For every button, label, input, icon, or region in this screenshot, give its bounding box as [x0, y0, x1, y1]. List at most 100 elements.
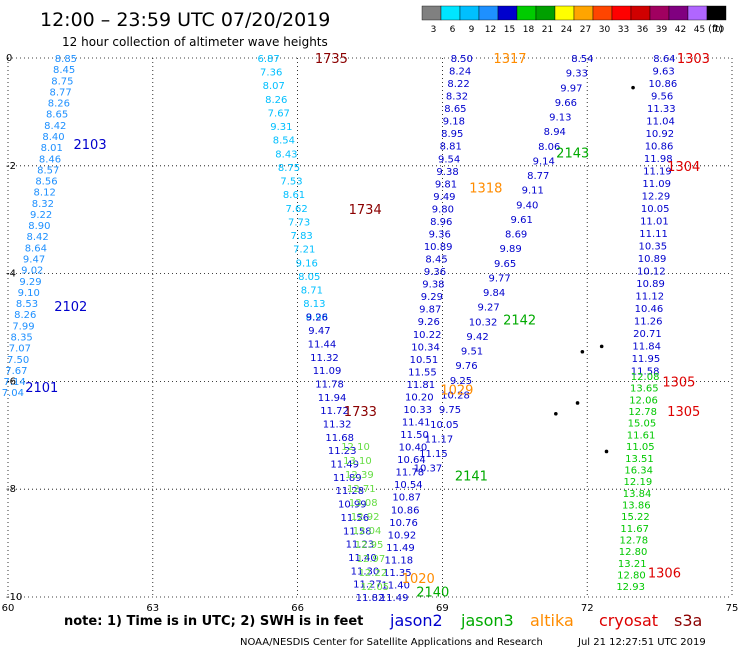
wave-height-value: 12.22 — [359, 568, 388, 579]
wave-height-value: 9.47 — [23, 255, 45, 266]
axis-tick-labels: 60 63 66 69 72 75 0 -2 -4 -6 -8 -10 — [2, 53, 739, 614]
latitude-tick-label: -2 — [6, 161, 16, 172]
wave-height-value: 10.20 — [405, 392, 434, 403]
wave-height-value: 10.05 — [430, 420, 459, 431]
wave-height-value: 8.85 — [55, 54, 77, 65]
wave-height-value: 11.15 — [419, 449, 448, 460]
wave-height-value: 11.44 — [308, 339, 337, 350]
satellite-track-jason2: 8.858.458.758.778.268.658.428.408.018.46… — [2, 54, 77, 399]
wave-height-value: 9.75 — [439, 405, 461, 416]
pass-number-label: 2103 — [74, 138, 107, 153]
wave-height-value: 9.97 — [560, 83, 582, 94]
wave-height-value: 10.87 — [392, 493, 421, 504]
wave-height-value: 12.08 — [631, 372, 660, 383]
color-scale-swatch — [554, 5, 575, 21]
wave-height-value: 8.69 — [505, 230, 527, 241]
wave-height-value: 13.65 — [630, 384, 659, 395]
wave-height-value: 8.26 — [48, 99, 70, 110]
wave-height-value: 8.45 — [53, 65, 75, 76]
island-marker — [575, 401, 580, 405]
wave-height-value: 13.86 — [622, 500, 651, 511]
wave-height-value: 10.89 — [638, 254, 667, 265]
wave-height-value: 11.81 — [407, 380, 436, 391]
wave-height-value: 8.64 — [25, 243, 47, 254]
color-scale-swatch — [668, 5, 689, 21]
wave-height-value: 9.22 — [30, 210, 52, 221]
wave-height-value: 10.89 — [424, 242, 453, 253]
pass-number-label: 1318 — [469, 181, 502, 196]
wave-height-value: 9.81 — [435, 179, 457, 190]
wave-height-value: 8.90 — [28, 221, 50, 232]
latitude-tick-label: -10 — [6, 592, 22, 603]
footer-note: note: 1) Time is in UTC; 2) SWH is in fe… — [64, 614, 363, 629]
wave-height-value: 8.77 — [527, 171, 549, 182]
wave-height-value: 13.10 — [343, 456, 372, 467]
color-scale-tick: 15 — [504, 25, 515, 35]
wave-height-value: 10.92 — [388, 530, 417, 541]
wave-height-value: 9.02 — [21, 266, 43, 277]
color-scale-tick: 42 — [675, 25, 686, 35]
color-scale-tick: 18 — [523, 25, 535, 35]
wave-height-value: 10.86 — [645, 142, 674, 153]
wave-height-value: 10.40 — [399, 443, 428, 454]
wave-height-value: 12.80 — [617, 571, 646, 582]
island-marker — [604, 449, 609, 454]
wave-height-value: 8.13 — [303, 299, 325, 310]
wave-height-value: 13.51 — [625, 454, 654, 465]
map-subtitle: 12 hour collection of altimeter wave hei… — [62, 35, 328, 49]
wave-height-value: 9.76 — [455, 361, 477, 372]
wave-height-value: 8.26 — [14, 310, 36, 321]
wave-height-value: 8.94 — [544, 127, 566, 138]
longitude-tick-label: 60 — [2, 603, 15, 614]
wave-height-value: 11.23 — [328, 446, 357, 457]
satellite-tracks: 8.858.458.758.778.268.658.428.408.018.46… — [2, 54, 678, 604]
pass-number-label: 1734 — [349, 203, 382, 218]
wave-height-value: 13.84 — [623, 489, 652, 500]
wave-height-value: 8.07 — [263, 81, 285, 92]
wave-height-value: 8.61 — [283, 190, 305, 201]
wave-height-value: 9.61 — [511, 215, 533, 226]
wave-height-value: 9.27 — [477, 303, 499, 314]
color-scale-swatch — [630, 5, 651, 21]
legend-jason2: jason2 — [389, 611, 443, 630]
wave-height-value: 7.83 — [291, 231, 313, 242]
wave-height-value: 9.87 — [419, 305, 441, 316]
wave-height-value: 8.71 — [301, 285, 323, 296]
wave-height-value: 8.56 — [35, 177, 57, 188]
wave-height-value: 11.95 — [632, 354, 661, 365]
wave-height-value: 10.54 — [394, 480, 423, 491]
longitude-tick-label: 63 — [146, 603, 159, 614]
wave-height-value: 9.31 — [270, 122, 292, 133]
color-scale-tick: 36 — [637, 25, 649, 35]
wave-height-value: 11.04 — [646, 117, 675, 128]
wave-height-value: 7.07 — [9, 344, 31, 355]
wave-height-value: 8.77 — [49, 87, 71, 98]
color-scale-swatch — [592, 5, 613, 21]
wave-height-value: 12.78 — [620, 536, 649, 547]
wave-height-value: 12.19 — [624, 477, 653, 488]
color-scale-swatch — [687, 5, 708, 21]
wave-height-value: 9.77 — [488, 273, 510, 284]
wave-height-value: 9.89 — [500, 244, 522, 255]
wave-height-value: 7.99 — [12, 321, 34, 332]
wave-height-value: 11.50 — [400, 430, 429, 441]
wave-height-value: 11.30 — [351, 566, 380, 577]
wave-height-value: 11.18 — [385, 555, 414, 566]
wave-height-value: 9.26 — [306, 313, 328, 324]
wave-height-value: 11.40 — [348, 553, 377, 564]
wave-height-value: 11.61 — [627, 430, 656, 441]
color-scale-unit: (ft) — [708, 24, 723, 35]
wave-height-value: 8.98 — [306, 313, 328, 324]
wave-height-value: 9.84 — [483, 288, 505, 299]
color-scale-swatch — [497, 5, 518, 21]
wave-height-value: 8.65 — [46, 110, 68, 121]
wave-height-value: 13.08 — [349, 498, 378, 509]
wave-height-value: 8.57 — [37, 165, 59, 176]
wave-height-value: 11.35 — [383, 568, 412, 579]
pass-number-label: 1303 — [677, 52, 710, 67]
wave-height-value: 6.87 — [258, 54, 280, 65]
island-marker — [599, 344, 604, 349]
wave-height-value: 7.04 — [2, 388, 24, 399]
wave-height-value: 8.64 — [653, 54, 675, 65]
wave-height-value: 20.71 — [633, 329, 662, 340]
